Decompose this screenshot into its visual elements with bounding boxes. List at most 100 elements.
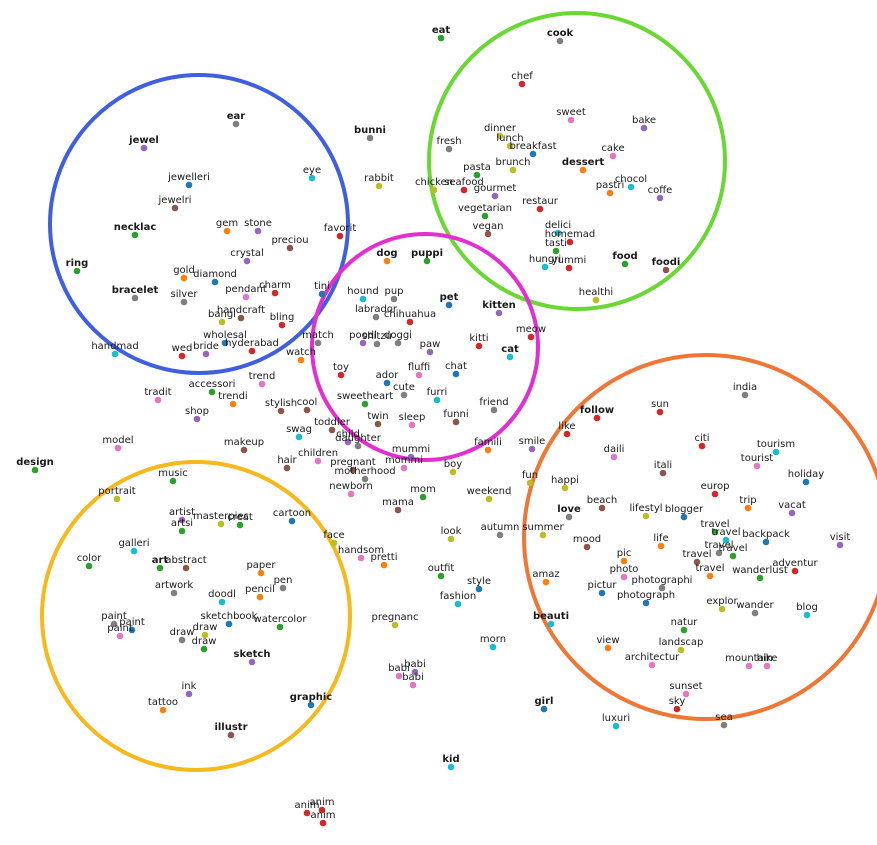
data-point [593, 414, 601, 422]
point-label: chef [511, 71, 533, 82]
data-point [314, 339, 322, 347]
data-point [606, 189, 614, 197]
data-point [409, 681, 417, 689]
data-point [729, 552, 737, 560]
data-point [489, 643, 497, 651]
point-label: explor [706, 596, 738, 607]
point-label: vegetarian [458, 203, 512, 214]
data-point [178, 636, 186, 644]
data-point [423, 257, 431, 265]
point-label: paint [107, 623, 133, 634]
data-point [579, 166, 587, 174]
point-label: cute [393, 382, 415, 393]
point-label: photo [610, 564, 639, 575]
data-point [277, 407, 285, 415]
point-label: portrait [98, 486, 136, 497]
point-label: shop [185, 406, 209, 417]
point-label: travel [700, 519, 729, 530]
data-point [751, 609, 759, 617]
point-label: trend [249, 371, 276, 382]
point-label: sleep [399, 412, 426, 423]
data-point [495, 309, 503, 317]
point-label: dessert [562, 157, 605, 168]
data-point [720, 721, 728, 729]
point-label: kid [442, 754, 459, 765]
data-point [518, 80, 526, 88]
data-point [610, 453, 618, 461]
point-label: sunset [669, 681, 702, 692]
point-label: sketch [234, 649, 271, 660]
point-label: puppi [411, 248, 443, 259]
point-label: bangl [208, 309, 236, 320]
data-point [400, 391, 408, 399]
point-label: europ [701, 481, 730, 492]
data-point [218, 598, 226, 606]
data-point [248, 658, 256, 666]
point-label: bling [270, 312, 295, 323]
data-point [430, 186, 438, 194]
data-point [170, 589, 178, 597]
data-point [295, 433, 303, 441]
point-label: style [467, 576, 491, 587]
point-label: smile [519, 436, 546, 447]
point-label: sweetheart [337, 391, 393, 402]
data-point [539, 531, 547, 539]
point-label: beauti [533, 611, 569, 622]
data-point [711, 528, 719, 536]
point-label: funni [443, 409, 468, 420]
data-point [566, 238, 574, 246]
point-label: travel [704, 540, 733, 551]
point-label: babi [402, 672, 424, 683]
data-point [419, 493, 427, 501]
point-label: photographi [632, 575, 693, 586]
data-point [715, 549, 723, 557]
point-label: paint [119, 617, 145, 628]
data-point [475, 585, 483, 593]
data-point [276, 623, 284, 631]
point-label: bunni [354, 125, 386, 136]
data-point [217, 520, 225, 528]
data-point [437, 572, 445, 580]
point-label: daili [604, 444, 625, 455]
data-point [359, 295, 367, 303]
point-label: mountain [725, 653, 773, 664]
data-point [609, 152, 617, 160]
data-point [598, 589, 606, 597]
data-point [506, 353, 514, 361]
point-label: photograph [617, 590, 675, 601]
point-label: healthi [579, 287, 613, 298]
point-label: handcraft [217, 305, 265, 316]
data-point [449, 468, 457, 476]
point-label: pretti [370, 552, 397, 563]
point-label: watch [286, 347, 316, 358]
point-label: travel [682, 549, 711, 560]
point-label: dinner [484, 123, 517, 134]
data-point [271, 289, 279, 297]
data-point [604, 644, 612, 652]
point-label: art [152, 555, 169, 566]
data-point [297, 356, 305, 364]
data-point [243, 257, 251, 265]
point-label: mommi [385, 455, 423, 466]
data-point [375, 182, 383, 190]
data-point [395, 672, 403, 680]
data-point [788, 509, 796, 517]
data-point [202, 350, 210, 358]
point-label: doggi [384, 330, 412, 341]
point-label: paw [420, 339, 441, 350]
data-point [693, 558, 701, 566]
point-label: color [77, 553, 103, 564]
point-label: ink [182, 681, 197, 692]
point-label: pet [440, 292, 459, 303]
point-label: galleri [118, 538, 149, 549]
data-point [248, 347, 256, 355]
data-point [337, 371, 345, 379]
cluster-circle-5 [40, 460, 352, 772]
point-label: doodl [208, 589, 236, 600]
data-point [642, 512, 650, 520]
point-label: hound [347, 286, 378, 297]
data-point [567, 116, 575, 124]
point-label: daughter [335, 433, 382, 444]
point-label: wander [736, 600, 774, 611]
